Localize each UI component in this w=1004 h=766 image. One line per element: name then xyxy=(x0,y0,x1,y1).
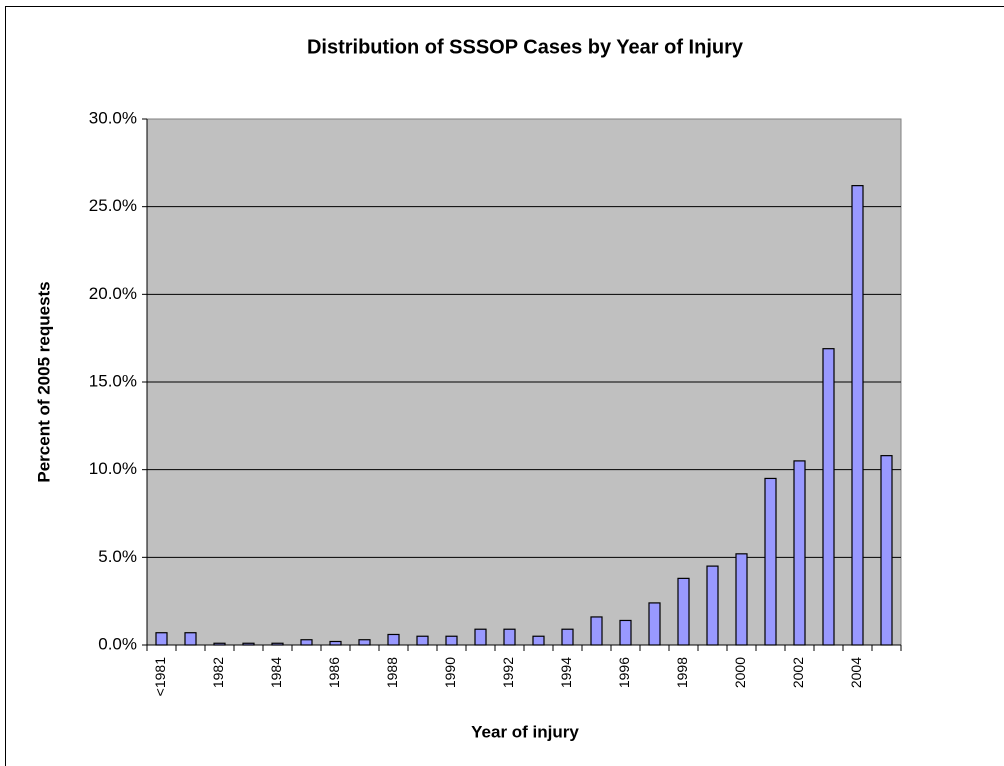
y-tick-label: 25.0% xyxy=(89,196,137,215)
bar xyxy=(387,633,400,646)
bar xyxy=(445,635,458,646)
x-axis-label: Year of injury xyxy=(471,722,579,741)
bar xyxy=(822,348,835,646)
x-tick-label: 1988 xyxy=(384,657,400,688)
bar xyxy=(851,185,864,646)
x-tick-label: 1996 xyxy=(616,657,632,688)
bar xyxy=(242,642,255,646)
bar xyxy=(213,642,226,646)
bar xyxy=(474,628,487,646)
x-tick-label: 1984 xyxy=(268,657,284,688)
bar xyxy=(648,602,661,646)
x-tick-label: 1990 xyxy=(442,657,458,688)
x-tick-label: 2000 xyxy=(732,657,748,688)
chart-title: Distribution of SSSOP Cases by Year of I… xyxy=(307,36,744,58)
bar xyxy=(155,632,168,646)
bar xyxy=(880,455,893,646)
bar xyxy=(503,628,516,646)
bar xyxy=(329,640,342,646)
y-tick-label: 5.0% xyxy=(98,547,137,566)
x-tick-label: 1982 xyxy=(210,657,226,688)
bar xyxy=(532,635,545,646)
bar xyxy=(619,619,632,646)
x-tick-label: 1998 xyxy=(674,657,690,688)
y-tick-label: 20.0% xyxy=(89,284,137,303)
bar xyxy=(358,639,371,646)
bar xyxy=(300,639,313,646)
bar xyxy=(735,553,748,646)
bar xyxy=(416,635,429,646)
x-tick-label: 1992 xyxy=(500,657,516,688)
bar xyxy=(706,565,719,646)
x-tick-label: <1981 xyxy=(152,657,168,697)
bar xyxy=(764,477,777,646)
x-tick-label: 2004 xyxy=(848,657,864,688)
bar xyxy=(561,628,574,646)
bar xyxy=(184,632,197,646)
y-tick-label: 30.0% xyxy=(89,108,137,127)
bar xyxy=(271,642,284,646)
y-tick-label: 0.0% xyxy=(98,634,137,653)
x-tick-label: 1986 xyxy=(326,657,342,688)
bar xyxy=(793,460,806,646)
x-tick-label: 2002 xyxy=(790,657,806,688)
bar xyxy=(590,616,603,646)
x-tick-label: 1994 xyxy=(558,657,574,688)
y-tick-label: 15.0% xyxy=(89,371,137,390)
y-tick-label: 10.0% xyxy=(89,459,137,478)
y-axis-label: Percent of 2005 requests xyxy=(34,281,53,482)
bar xyxy=(677,577,690,646)
